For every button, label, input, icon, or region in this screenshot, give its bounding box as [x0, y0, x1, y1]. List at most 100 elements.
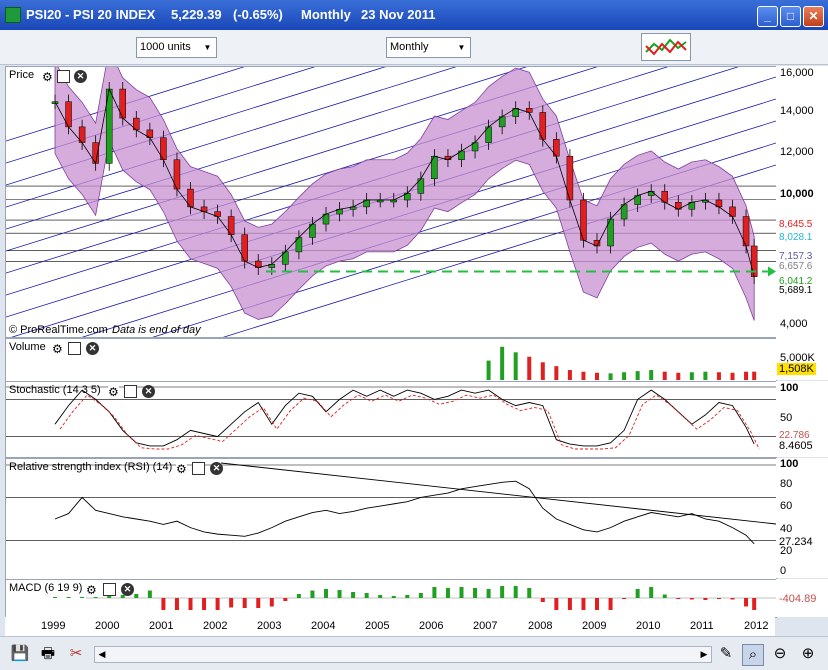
macd-bar: [730, 598, 735, 600]
save-icon[interactable]: 💾: [10, 645, 30, 662]
close-panel-icon[interactable]: ✕: [210, 462, 223, 475]
close-panel-icon[interactable]: ✕: [74, 70, 87, 83]
app-icon: [5, 7, 21, 23]
zoom-in-icon[interactable]: ⊕: [801, 645, 815, 662]
close-panel-icon[interactable]: ✕: [86, 342, 99, 355]
macd-bar: [161, 598, 166, 610]
macd-bar: [202, 598, 207, 610]
minimize-button[interactable]: _: [757, 6, 778, 27]
units-dropdown[interactable]: 1000 units ▼: [136, 37, 217, 58]
macd-bar: [432, 587, 437, 598]
price-tag-red: 8,645.5: [779, 219, 813, 230]
close-button[interactable]: ✕: [803, 6, 824, 27]
wrench-icon[interactable]: ⚙: [42, 70, 53, 84]
macd-panel-label: MACD (6 19 9): [9, 582, 83, 594]
volume-bar: [635, 371, 640, 380]
window-icon[interactable]: [68, 342, 81, 355]
window-icon[interactable]: [192, 462, 205, 475]
volume-bar: [554, 366, 559, 380]
macd-bar: [310, 590, 315, 598]
macd-bar: [93, 597, 98, 598]
stochastic-panel: Stochastic (14 3 5) ⚙ ✕: [5, 381, 777, 458]
volume-bar: [567, 370, 572, 380]
year-tick: 2011: [690, 620, 714, 632]
scissors-icon[interactable]: ✂: [69, 645, 83, 662]
scroll-left-icon[interactable]: ◀: [98, 649, 106, 659]
volume-bar: [716, 372, 721, 380]
volume-bar: [649, 370, 654, 380]
rsi-trendline: [220, 462, 776, 525]
wrench-icon[interactable]: ⚙: [176, 462, 187, 476]
macd-bar: [337, 590, 342, 598]
volume-bar: [500, 346, 505, 380]
zoom-out-icon[interactable]: ⊖: [773, 645, 787, 662]
stoch-k-line: [54, 389, 755, 447]
timeframe-dropdown[interactable]: Monthly ▼: [386, 37, 471, 58]
price-tag-green: 6,041.2: [779, 276, 813, 287]
macd-bar: [513, 586, 518, 598]
window-icon[interactable]: [57, 70, 70, 83]
volume-bar: [513, 352, 518, 380]
price-panel-label: Price: [9, 69, 35, 81]
window-icon[interactable]: [124, 385, 137, 398]
macd-bar: [364, 593, 369, 598]
macd-bar: [242, 598, 247, 608]
price-axis: 16,000 14,000 12,000 10,000 4,000 8,645.…: [776, 66, 828, 338]
volume-bar: [744, 371, 749, 380]
macd-bar: [622, 598, 627, 599]
macd-bar: [500, 586, 505, 598]
wrench-icon[interactable]: ⚙: [108, 385, 119, 399]
macd-bar: [229, 598, 234, 608]
volume-panel-label: Volume: [9, 341, 46, 353]
year-tick: 2010: [636, 620, 661, 632]
price-tick: 14,000: [780, 105, 814, 117]
zoom-select-icon[interactable]: ⌕: [742, 644, 764, 666]
maximize-button[interactable]: □: [780, 6, 801, 27]
year-tick: 2012: [744, 620, 769, 632]
macd-bar: [581, 598, 586, 610]
macd-axis: -404.89: [776, 579, 828, 617]
price-line: [54, 87, 755, 277]
macd-bar: [703, 598, 708, 600]
rsi-tick: 80: [780, 478, 793, 490]
macd-tag: -404.89: [779, 593, 817, 605]
stoch-tag-red: 22.786: [779, 430, 810, 441]
macd-bar: [351, 592, 356, 598]
macd-bar: [649, 587, 654, 598]
volume-axis: 5,000K 1,508K: [776, 338, 828, 380]
stoch-d-line: [59, 394, 760, 450]
year-tick: 2005: [365, 620, 390, 632]
stochastic-axis: 100 50 22.786 8.4605: [776, 381, 828, 457]
draw-tool-icon[interactable]: ✎: [719, 645, 733, 662]
volume-bar: [540, 362, 545, 380]
volume-bar: [527, 356, 532, 380]
scroll-right-icon[interactable]: ▶: [700, 649, 708, 659]
volume-chart: [486, 346, 757, 380]
price-tag-cyan: 8,028.1: [779, 232, 813, 243]
chart-type-button[interactable]: [641, 33, 691, 61]
trend-channel-line: [6, 67, 528, 230]
macd-bar: [269, 598, 274, 607]
year-tick: 2003: [257, 620, 282, 632]
macd-bar: [608, 598, 613, 610]
year-tick: 2007: [473, 620, 498, 632]
chart-type-icon: [645, 38, 687, 56]
horizontal-scrollbar[interactable]: ◀ ▶: [94, 646, 712, 663]
macd-bar: [283, 598, 288, 601]
window-icon[interactable]: [103, 583, 116, 596]
rsi-tick: 40: [780, 523, 793, 535]
macd-bar: [66, 597, 71, 598]
volume-bar: [608, 373, 613, 380]
time-axis: 1999 2000 2001 2002 2003 2004 2005 2006 …: [5, 617, 775, 636]
wrench-icon[interactable]: ⚙: [52, 342, 63, 356]
stoch-tick: 50: [780, 412, 793, 424]
volume-tag: 1,508K: [777, 363, 816, 375]
print-icon[interactable]: 🖶: [40, 645, 56, 662]
rsi-panel-label: Relative strength index (RSI) (14): [9, 461, 173, 473]
wrench-icon[interactable]: ⚙: [86, 583, 97, 597]
close-panel-icon[interactable]: ✕: [121, 583, 134, 596]
year-tick: 2001: [149, 620, 174, 632]
price-tag-purple: 7,157.3: [779, 251, 813, 262]
close-panel-icon[interactable]: ✕: [142, 385, 155, 398]
